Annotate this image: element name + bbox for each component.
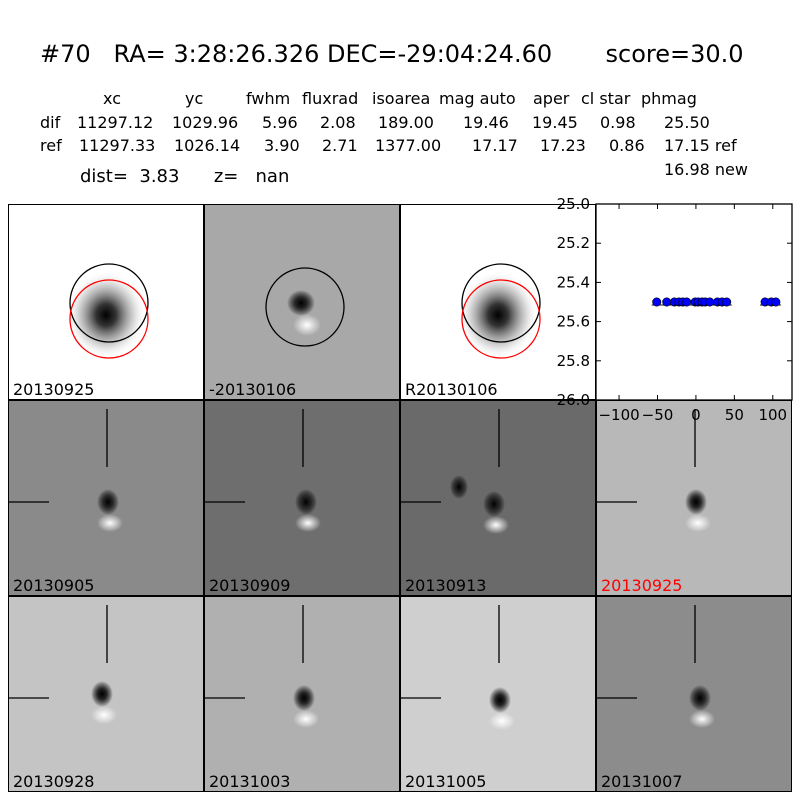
col-header-magauto: mag auto — [439, 89, 516, 108]
y-tick-label: 25.6 — [557, 313, 590, 331]
stamp-date-label: R20130106 — [405, 380, 498, 399]
x-tick-label: 50 — [725, 406, 744, 420]
col-header-isoarea: isoarea — [372, 89, 431, 108]
col-header-phmag: phmag — [641, 89, 697, 108]
y-tick-label: 25.0 — [557, 195, 590, 213]
dif-isoarea: 189.00 — [378, 113, 434, 132]
col-header-fwhm: fwhm — [246, 89, 291, 108]
ref-yc: 1026.14 — [174, 136, 241, 155]
dif-yc: 1029.96 — [172, 113, 239, 132]
x-tick-label: 0 — [691, 406, 701, 420]
dif-aper: 19.45 — [532, 113, 578, 132]
x-tick-label: 100 — [758, 406, 787, 420]
stamp-date-label: 20130913 — [405, 576, 487, 595]
dif-phmag: 25.50 — [664, 113, 710, 132]
data-point — [722, 297, 732, 307]
col-header-yc: yc — [185, 89, 204, 108]
dif-magauto: 19.46 — [463, 113, 509, 132]
ref-fluxrad: 2.71 — [322, 136, 358, 155]
x-tick-label: −50 — [642, 406, 674, 420]
ref-aper: 17.23 — [540, 136, 586, 155]
data-point — [771, 297, 781, 307]
data-point — [682, 297, 692, 307]
image-stamp-3: R20130106 — [400, 204, 596, 400]
y-tick-label: 25.8 — [557, 352, 590, 370]
stamp-date-label: 20131005 — [405, 772, 487, 791]
ref-fwhm: 3.90 — [264, 136, 300, 155]
ref-magauto: 17.17 — [472, 136, 518, 155]
dif-fwhm: 5.96 — [262, 113, 298, 132]
stamp-date-label: 20130909 — [209, 576, 291, 595]
distance-line: dist= 3.83 z= nan — [80, 166, 289, 187]
y-tick-label: 25.4 — [557, 273, 590, 291]
image-stamp-6: 20130913 — [400, 400, 596, 596]
stamp-date-label: 20130925 — [13, 380, 95, 399]
candidate-title: #70 RA= 3:28:26.326 DEC=-29:04:24.60 sco… — [40, 40, 744, 68]
row-label-ref: ref — [40, 136, 62, 155]
image-stamp-4: 20130905 — [8, 400, 204, 596]
col-header-fluxrad: fluxrad — [302, 89, 359, 108]
image-stamp-5: 20130909 — [204, 400, 400, 596]
lightcurve-plot: 25.0 25.2 25.4 25.6 25.8 26.0 −100 −50 0 50 100 — [557, 195, 793, 420]
image-stamp-7: 20130925 — [596, 400, 792, 596]
dif-fluxrad: 2.08 — [320, 113, 356, 132]
stamp-date-label: 20131007 — [601, 772, 683, 791]
ref-xc: 11297.33 — [79, 136, 156, 155]
y-tick-label: 26.0 — [557, 391, 590, 409]
row-label-dif: dif — [40, 113, 61, 132]
y-tick-label: 25.2 — [557, 234, 590, 252]
image-stamp-10: 20131005 — [400, 596, 596, 792]
candidate-coords: RA= 3:28:26.326 DEC=-29:04:24.60 — [113, 40, 553, 68]
dist-value: dist= 3.83 — [80, 166, 180, 187]
stamp-date-label: 20130928 — [13, 772, 95, 791]
image-stamp-2: -20130106 — [204, 204, 400, 400]
col-header-clstar: cl star — [581, 89, 631, 108]
candidate-id: #70 — [40, 40, 91, 68]
col-header-aper: aper — [533, 89, 570, 108]
stamp-date-label: -20130106 — [209, 380, 297, 399]
data-point — [652, 297, 662, 307]
stamp-date-label: 20130905 — [13, 576, 95, 595]
z-value: z= nan — [213, 166, 290, 187]
ref-isoarea: 1377.00 — [375, 136, 442, 155]
image-stamp-9: 20131003 — [204, 596, 400, 792]
dif-xc: 11297.12 — [77, 113, 154, 132]
image-stamp-1: 20130925 — [8, 204, 204, 400]
ref-phmag: 17.15 ref — [664, 136, 737, 155]
candidate-score: score=30.0 — [605, 40, 744, 68]
ref-clstar: 0.86 — [609, 136, 645, 155]
dif-clstar: 0.98 — [600, 113, 636, 132]
phmag-new: 16.98 new — [664, 160, 748, 179]
image-stamp-8: 20130928 — [8, 596, 204, 792]
image-stamp-11: 20131007 — [596, 596, 792, 792]
stamp-date-label: 20131003 — [209, 772, 291, 791]
stamp-date-label: 20130925 — [601, 576, 683, 595]
col-header-xc: xc — [103, 89, 121, 108]
x-tick-label: −100 — [598, 406, 639, 420]
